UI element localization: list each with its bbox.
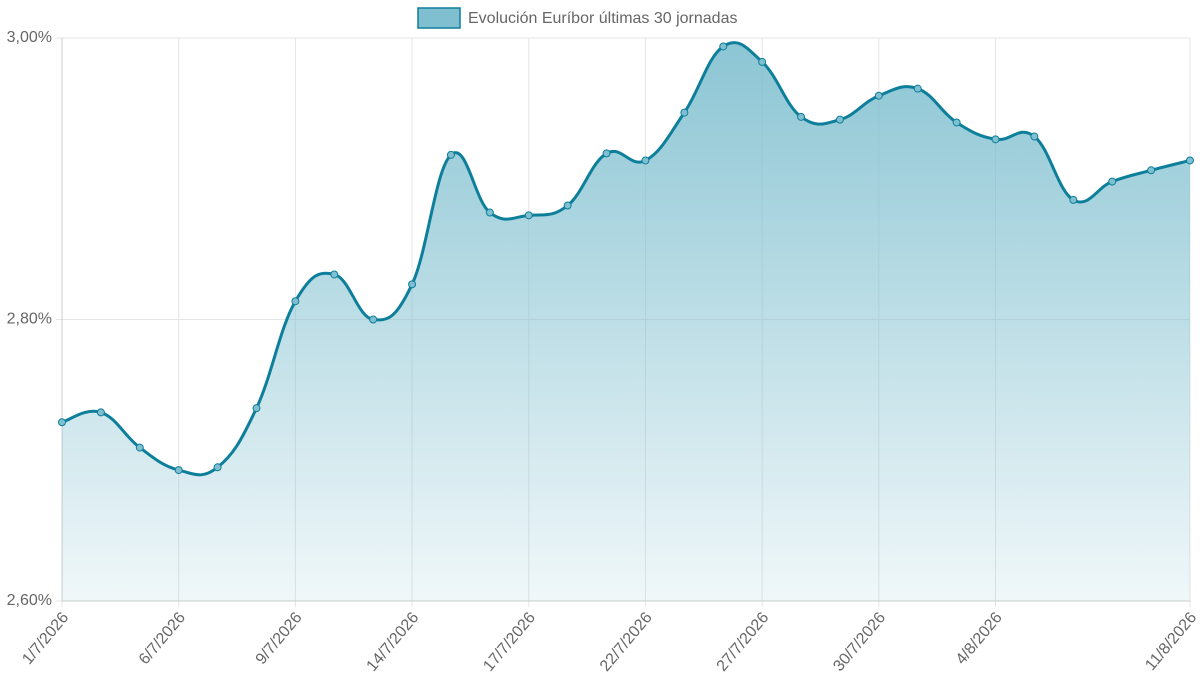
point [369,315,378,324]
x-tick-label: 27/7/2026 [714,609,773,675]
point [913,84,922,93]
area [62,42,1190,601]
point [1069,195,1078,204]
x-tick-label: 6/7/2026 [136,609,189,668]
point [1108,177,1117,186]
point [1186,156,1194,165]
x-tick-label: 4/8/2026 [953,609,1006,668]
point [58,418,66,427]
point [135,443,144,452]
point [446,150,455,159]
x-tick-label: 30/7/2026 [830,609,889,675]
point [952,118,961,127]
point [874,91,883,100]
point [96,408,105,417]
x-tick-label: 11/8/2026 [1142,609,1200,674]
point [524,211,533,220]
x-tick-label: 22/7/2026 [597,609,656,675]
point [1030,132,1039,141]
x-tick-label: 17/7/2026 [480,609,539,675]
y-tick-label: 3,00% [7,29,52,46]
point [719,42,728,51]
point [991,135,1000,144]
x-tick-label: 1/7/2026 [19,609,72,668]
point [602,149,611,158]
x-tick-label: 14/7/2026 [364,609,423,675]
point [758,57,767,66]
point [797,112,806,121]
x-tick-label: 9/7/2026 [253,609,306,668]
point [680,108,689,117]
legend-label: Evolución Euríbor últimas 30 jornadas [468,10,737,27]
point [291,297,300,306]
point [252,404,261,413]
point [563,201,572,210]
point [1147,166,1156,175]
point [408,280,417,289]
point [835,115,844,124]
point [330,270,339,279]
point [174,466,183,475]
point [213,463,222,472]
y-tick-label: 2,80% [7,311,52,328]
point [485,208,494,217]
legend-swatch [417,7,461,29]
point [641,156,650,165]
y-tick-label: 2,60% [7,592,52,609]
